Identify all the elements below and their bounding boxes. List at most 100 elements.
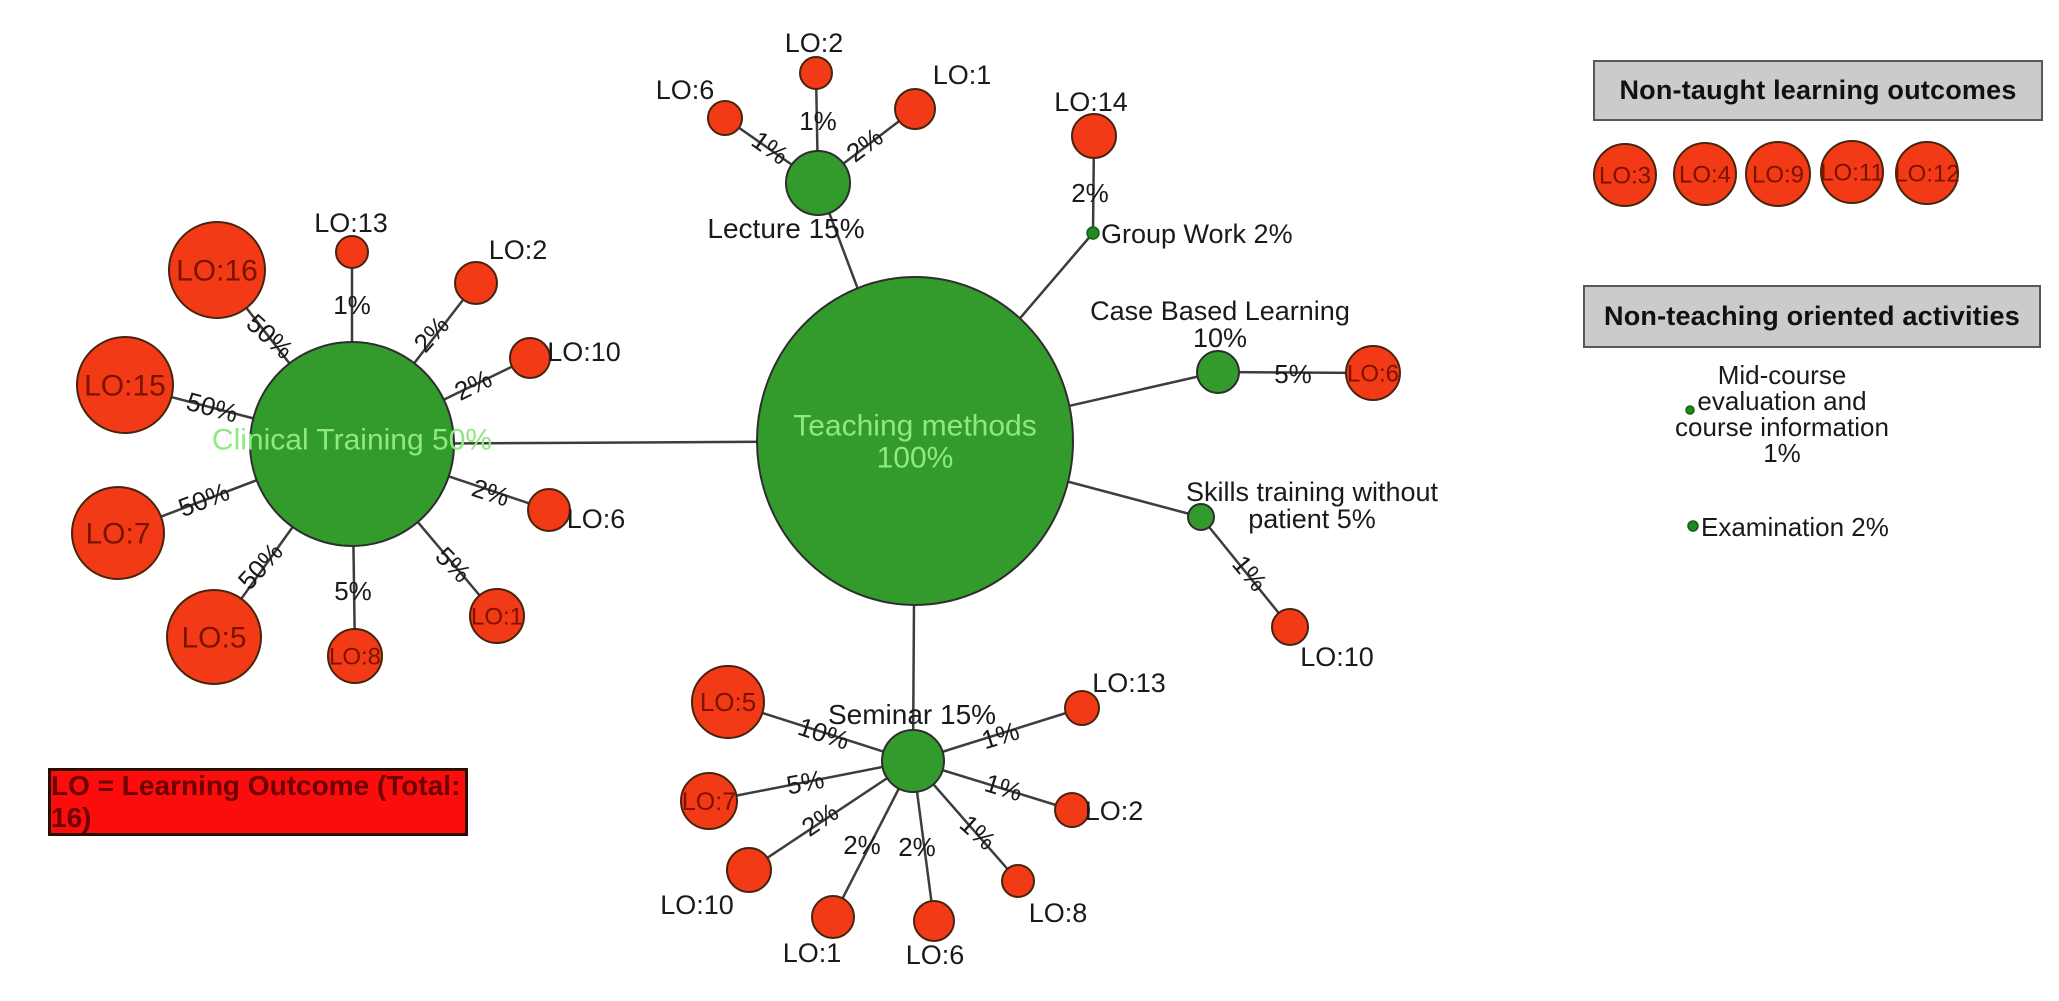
node-cbl-lo6 [1345,345,1401,401]
node-gw-lo14 [1071,113,1117,159]
node-nt-lo3 [1593,143,1657,207]
legend-learning-outcome-box: LO = Learning Outcome (Total: 16) [48,768,468,836]
node-label-cl-lo2: LO:2 [489,235,548,265]
node-nt-lo9 [1745,141,1811,207]
node-label-gw-lo14: LO:14 [1054,87,1128,117]
panel-title: Non-teaching oriented activities [1604,301,2020,331]
node-label-cl-lo6: LO:6 [567,504,626,534]
node-nt-lo11 [1820,140,1884,204]
edge-label-seminar-sem-lo7: 5% [784,764,827,801]
node-label-nt-lo12: LO:12 [1894,160,1959,187]
edge-label-clinical-cl-lo15: 50% [183,386,241,428]
edge-label-clinical-cl-lo2: 2% [408,310,455,358]
node-cl-lo16 [168,221,266,319]
node-label-sk-lo10: LO:10 [1300,642,1374,672]
node-nt-lo4 [1673,142,1737,206]
node-label-clinical: Clinical Training 50% [212,424,492,457]
node-clinical [249,341,455,547]
edge-label-clinical-cl-lo13: 1% [333,290,371,320]
edge-label-seminar-sem-lo10: 2% [796,797,844,843]
edge-skills-sk-lo10 [1200,516,1291,628]
node-label-gw-dot: Group Work 2% [1101,219,1293,249]
node-cbl [1196,350,1240,394]
node-cl-lo15 [76,336,174,434]
node-lec-lo6 [707,100,743,136]
node-label-teaching: Teaching methods 100% [793,410,1037,475]
panel-title: Non-taught learning outcomes [1619,75,2017,105]
node-label-nt-lo11: LO:11 [1820,159,1884,186]
node-label-cl-lo10: LO:10 [547,337,621,367]
node-cl-lo2 [454,261,498,305]
node-sem-lo2 [1054,792,1090,828]
node-label-sem-lo2: LO:2 [1085,796,1144,826]
legend-text: LO = Learning Outcome (Total: 16) [51,770,461,833]
node-label-lecture: Lecture 15% [707,213,864,244]
edge-seminar-sem-lo10 [748,759,914,872]
panel-non-taught-learning-outcomes: Non-taught learning outcomes [1593,60,2043,121]
edge-label-clinical-cl-lo7: 50% [174,476,233,523]
edge-label-clinical-cl-lo16: 50% [241,308,300,365]
node-label-sem-lo5: LO:5 [700,687,756,717]
edge-label-lecture-lec-lo6: 1% [746,125,794,171]
node-cl-lo6 [527,488,571,532]
node-cl-lo7 [71,486,165,580]
node-exam-dot [1687,520,1699,532]
node-label-sem-lo10: LO:10 [660,890,734,920]
node-cl-lo10 [509,337,551,379]
panel-non-teaching-oriented-activities: Non-teaching oriented activities [1583,285,2041,348]
node-cl-lo13 [335,235,369,269]
edge-label-clinical-cl-lo8: 5% [334,576,372,606]
node-seminar [881,729,945,793]
node-label-lec-lo1: LO:1 [933,60,992,90]
node-cl-lo1 [469,588,525,644]
node-cl-lo5 [166,589,262,685]
node-label-nt-lo9: LO:9 [1752,161,1804,188]
node-nt-lo12 [1895,141,1959,205]
node-label-cbl: Case Based Learning 10% [1090,296,1350,353]
node-sem-lo8 [1001,864,1035,898]
node-sem-lo5 [691,665,765,739]
node-teaching [756,276,1074,606]
node-sem-lo1 [811,895,855,939]
node-label-sem-lo1: LO:1 [783,938,842,968]
node-cl-lo8 [327,628,383,684]
node-label-nt-lo4: LO:4 [1679,161,1731,188]
node-label-lec-lo6: LO:6 [656,75,715,105]
edge-label-seminar-sem-lo1: 2% [843,830,881,860]
node-label-nt-lo3: LO:3 [1599,162,1651,189]
edge-label-clinical-cl-lo1: 5% [429,541,477,589]
node-label-cl-lo1: LO:1 [471,603,523,630]
node-sem-lo10 [726,847,772,893]
node-label-cl-lo15: LO:15 [84,370,166,403]
node-label-exam-dot: Examination 2% [1701,512,1889,542]
edge-label-gw-dot-gw-lo14: 2% [1071,178,1109,208]
node-label-lec-lo2: LO:2 [785,28,844,58]
node-label-cl-lo5: LO:5 [181,622,246,655]
node-label-cbl-lo6: LO:6 [1347,360,1399,387]
node-label-sem-lo7: LO:7 [682,788,736,816]
edge-label-lecture-lec-lo2: 1% [799,106,837,136]
node-label-cl-lo8: LO:8 [329,643,381,670]
node-sk-lo10 [1271,608,1309,646]
node-lec-lo1 [894,88,936,130]
edge-label-seminar-sem-lo6: 2% [898,832,936,862]
node-label-sem-lo6: LO:6 [906,940,965,970]
node-label-cl-lo13: LO:13 [314,208,388,238]
edge-label-clinical-cl-lo6: 2% [468,472,513,512]
node-label-sem-lo13: LO:13 [1092,668,1166,698]
node-gw-dot [1086,226,1100,240]
edge-seminar-sem-lo7 [708,759,914,803]
node-sem-lo6 [913,900,955,942]
node-lec-lo2 [799,56,833,90]
edge-label-seminar-sem-lo2: 1% [981,768,1026,808]
node-label-sem-lo8: LO:8 [1029,898,1088,928]
node-sem-lo7 [680,772,738,830]
node-lecture [785,150,851,216]
node-label-seminar: Seminar 15% [828,699,996,730]
node-label-skills: Skills training without patient 5% [1186,477,1439,534]
edge-label-cbl-cbl-lo6: 5% [1274,359,1312,389]
node-label-cl-lo16: LO:16 [176,255,258,288]
node-label-mid-dot: Mid-course evaluation and course informati… [1675,360,1889,468]
